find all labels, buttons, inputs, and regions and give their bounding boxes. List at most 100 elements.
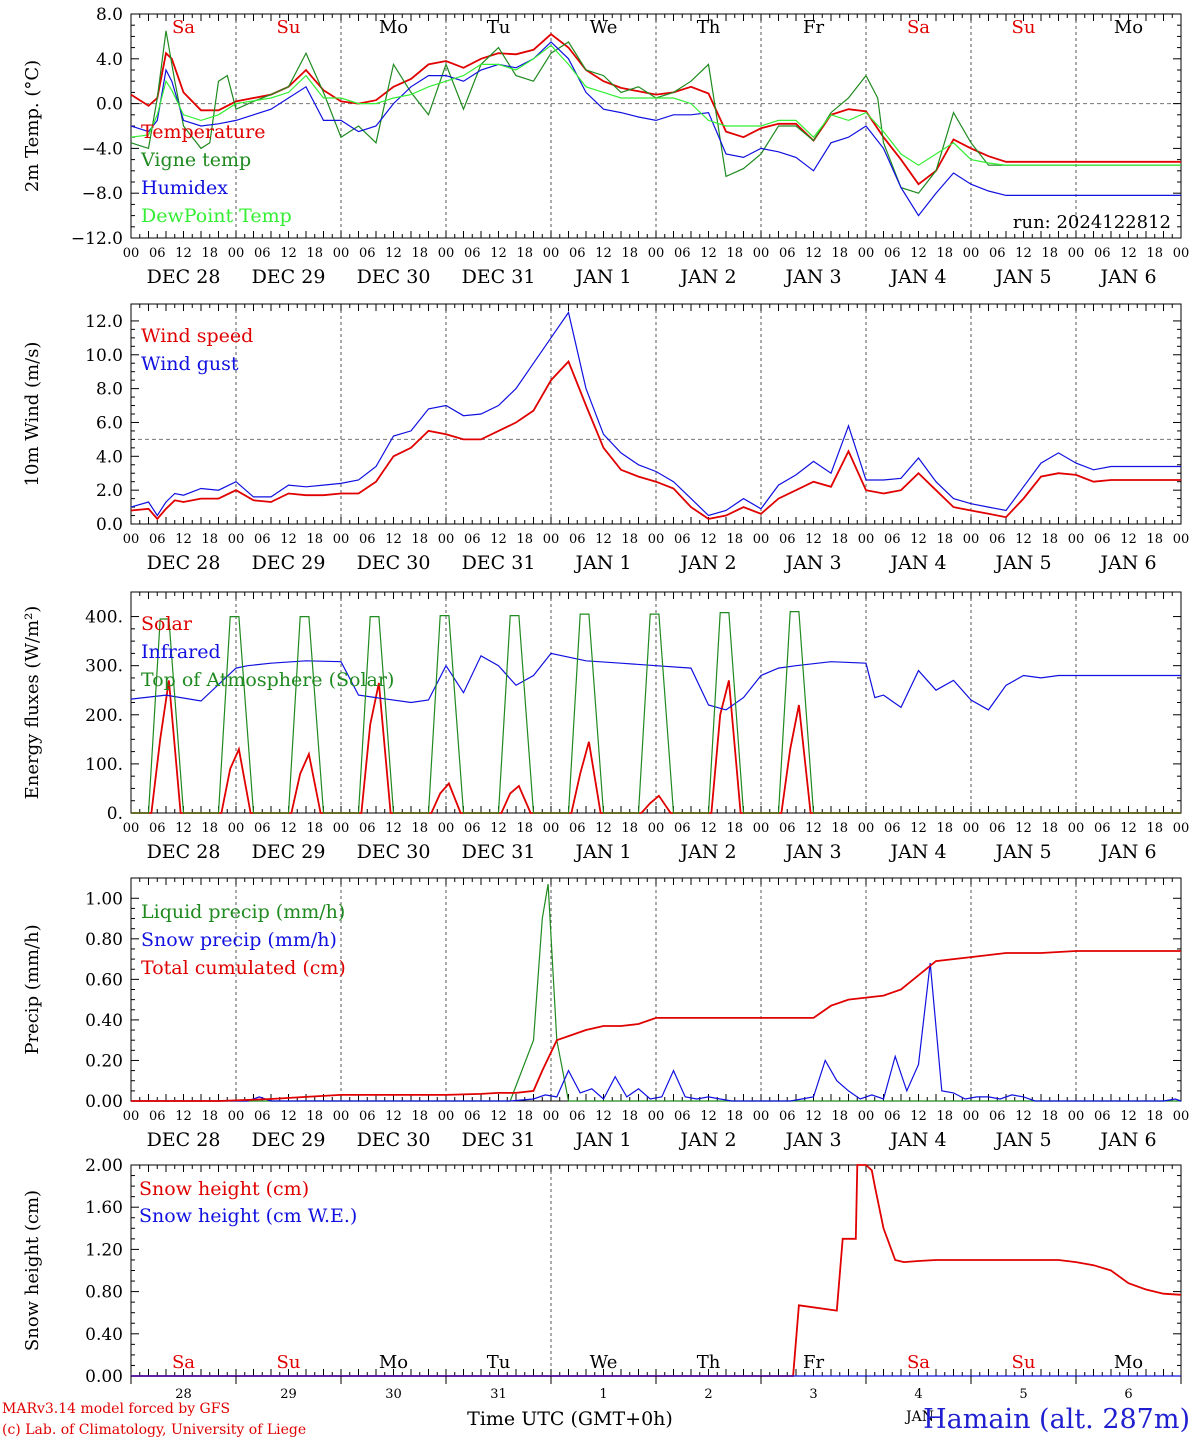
hour-tick-label: 00 <box>1068 821 1085 836</box>
x-axis-label: Time UTC (GMT+0h) <box>467 1408 673 1430</box>
date-label: JAN 6 <box>1098 841 1156 863</box>
hour-tick-label: 00 <box>123 246 140 261</box>
hour-tick-label: 18 <box>1146 1109 1163 1124</box>
hour-tick-label: 06 <box>884 532 901 547</box>
hour-tick-label: 18 <box>306 246 323 261</box>
legend-entry: Total cumulated (cm) <box>141 957 346 979</box>
hour-tick-label: 12 <box>910 1109 927 1124</box>
hour-tick-label: 06 <box>464 246 481 261</box>
hour-tick-label: 00 <box>123 821 140 836</box>
date-label: DEC 29 <box>252 841 326 863</box>
hour-tick-label: 06 <box>254 821 271 836</box>
hour-tick-label: 06 <box>254 246 271 261</box>
overlap-label: JAN <box>904 1409 934 1425</box>
hour-tick-label: 18 <box>1146 532 1163 547</box>
hour-tick-label: 06 <box>569 246 586 261</box>
y-tick-label: 0.00 <box>85 1367 123 1387</box>
panel-5: 2.00 1.60 1.20 0.80 0.40 0.00 Snow height (cm)… <box>22 1156 1182 1402</box>
y-axis-label: Energy fluxes (W/m²) <box>22 606 43 800</box>
hour-tick-label: 00 <box>1173 532 1190 547</box>
hour-tick-label: 00 <box>753 821 770 836</box>
hour-tick-label: 12 <box>385 821 402 836</box>
date-label: DEC 30 <box>357 266 431 288</box>
series-line <box>130 311 1181 517</box>
hour-tick-label: 18 <box>936 821 953 836</box>
y-tick-label: 4.0 <box>96 447 123 467</box>
day-number-label: 4 <box>914 1387 922 1402</box>
y-tick-label: 10.0 <box>85 346 123 366</box>
hour-tick-label: 00 <box>123 532 140 547</box>
day-number-label: 6 <box>1124 1387 1132 1402</box>
hour-tick-label: 06 <box>674 1109 691 1124</box>
weekday-label: Sa <box>172 1352 195 1373</box>
hour-tick-label: 12 <box>385 532 402 547</box>
date-label: JAN 3 <box>783 841 841 863</box>
hour-tick-label: 12 <box>280 532 297 547</box>
hour-tick-label: 06 <box>884 1109 901 1124</box>
weekday-label: Sa <box>172 17 195 38</box>
date-label: DEC 31 <box>462 552 536 574</box>
hour-tick-label: 00 <box>963 821 980 836</box>
hour-tick-label: 00 <box>333 1109 350 1124</box>
hour-tick-label: 06 <box>779 1109 796 1124</box>
hour-tick-label: 12 <box>280 821 297 836</box>
day-number-label: 31 <box>490 1387 507 1402</box>
hour-tick-label: 00 <box>858 821 875 836</box>
series-line <box>130 44 1181 166</box>
date-label: DEC 30 <box>357 1129 431 1151</box>
day-number-label: 5 <box>1019 1387 1027 1402</box>
hour-tick-label: 12 <box>910 532 927 547</box>
hour-tick-label: 18 <box>306 821 323 836</box>
y-tick-label: 0.00 <box>85 1092 123 1112</box>
hour-tick-label: 12 <box>1120 532 1137 547</box>
day-number-label: 3 <box>809 1387 817 1402</box>
hour-tick-label: 00 <box>648 1109 665 1124</box>
hour-tick-label: 00 <box>648 246 665 261</box>
hour-tick-label: 12 <box>805 246 822 261</box>
legend-entry: Solar <box>141 613 193 635</box>
hour-tick-label: 12 <box>1015 821 1032 836</box>
y-tick-label: 4.0 <box>96 50 123 70</box>
y-tick-label: 0.40 <box>85 1325 123 1345</box>
hour-tick-label: 12 <box>490 1109 507 1124</box>
legend-entry: Snow height (cm) <box>139 1178 309 1200</box>
hour-tick-label: 06 <box>674 246 691 261</box>
hour-tick-label: 18 <box>831 1109 848 1124</box>
hour-tick-label: 06 <box>359 532 376 547</box>
y-tick-label: 0.80 <box>85 1283 123 1303</box>
weekday-label: Tu <box>487 1352 511 1373</box>
y-tick-label: 8.0 <box>96 5 123 25</box>
hour-tick-label: 00 <box>1068 532 1085 547</box>
y-tick-label: 0.80 <box>85 930 123 950</box>
date-label: JAN 1 <box>573 266 631 288</box>
hour-tick-label: 18 <box>201 821 218 836</box>
y-tick-label: 2.0 <box>96 481 123 501</box>
hour-tick-label: 12 <box>595 532 612 547</box>
hour-tick-label: 06 <box>989 821 1006 836</box>
weekday-label: Sa <box>907 1352 930 1373</box>
hour-tick-label: 12 <box>175 1109 192 1124</box>
weekday-label: Fr <box>803 17 824 38</box>
hour-tick-label: 12 <box>595 821 612 836</box>
y-tick-label: 0.60 <box>85 970 123 990</box>
weekday-label: Mo <box>379 17 408 38</box>
series-line <box>130 359 1181 521</box>
date-label: DEC 30 <box>357 552 431 574</box>
hour-tick-label: 18 <box>726 821 743 836</box>
hour-tick-label: 00 <box>228 821 245 836</box>
hour-tick-label: 06 <box>779 821 796 836</box>
date-label: JAN 3 <box>783 266 841 288</box>
date-label: JAN 6 <box>1098 1129 1156 1151</box>
date-label: JAN 4 <box>888 841 946 863</box>
hour-tick-label: 00 <box>1173 246 1190 261</box>
hour-tick-label: 12 <box>595 246 612 261</box>
hour-tick-label: 18 <box>1146 821 1163 836</box>
location-label: Hamain (alt. 287m) <box>923 1404 1190 1435</box>
hour-tick-label: 06 <box>254 532 271 547</box>
hour-tick-label: 00 <box>963 246 980 261</box>
hour-tick-label: 18 <box>201 246 218 261</box>
hour-tick-label: 12 <box>805 532 822 547</box>
date-label: JAN 2 <box>678 841 736 863</box>
hour-tick-label: 18 <box>936 246 953 261</box>
date-label: JAN 2 <box>678 266 736 288</box>
